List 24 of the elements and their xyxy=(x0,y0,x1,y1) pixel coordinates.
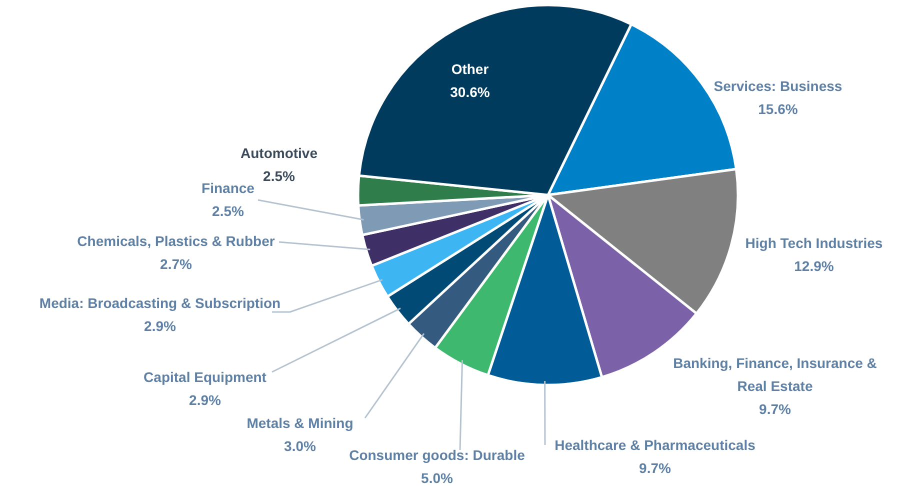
slice-label: High Tech Industries xyxy=(745,235,883,251)
slice-label: Finance xyxy=(202,180,255,196)
data-label: 2.7% xyxy=(160,256,192,272)
slice-label: Banking, Finance, Insurance & Real Estate xyxy=(673,355,877,394)
data-label: 9.7% xyxy=(639,460,672,476)
data-label: 3.0% xyxy=(284,438,316,454)
slice-label: Chemicals, Plastics & Rubber xyxy=(77,233,276,249)
data-label: 2.9% xyxy=(189,392,222,408)
slice-label: Services: Business xyxy=(714,78,842,94)
data-label: 15.6% xyxy=(758,101,798,117)
slice-label: Capital Equipment xyxy=(144,369,267,385)
slice-label: Healthcare & Pharmaceuticals xyxy=(554,437,756,453)
data-label: 12.9% xyxy=(794,258,834,274)
slice-label: Media: Broadcasting & Subscription xyxy=(39,295,281,311)
data-label: 2.9% xyxy=(144,318,176,334)
slice-label: Other xyxy=(451,61,490,77)
data-label: 2.5% xyxy=(212,203,244,219)
slice-label: Consumer goods: Durable xyxy=(349,447,526,463)
data-label: 5.0% xyxy=(421,470,454,486)
slice-label: Automotive xyxy=(240,145,318,161)
data-label: 30.6% xyxy=(450,84,490,100)
data-label: 9.7% xyxy=(759,401,792,417)
data-label: 2.5% xyxy=(263,168,296,184)
slice-label: Metals & Mining xyxy=(246,415,354,431)
